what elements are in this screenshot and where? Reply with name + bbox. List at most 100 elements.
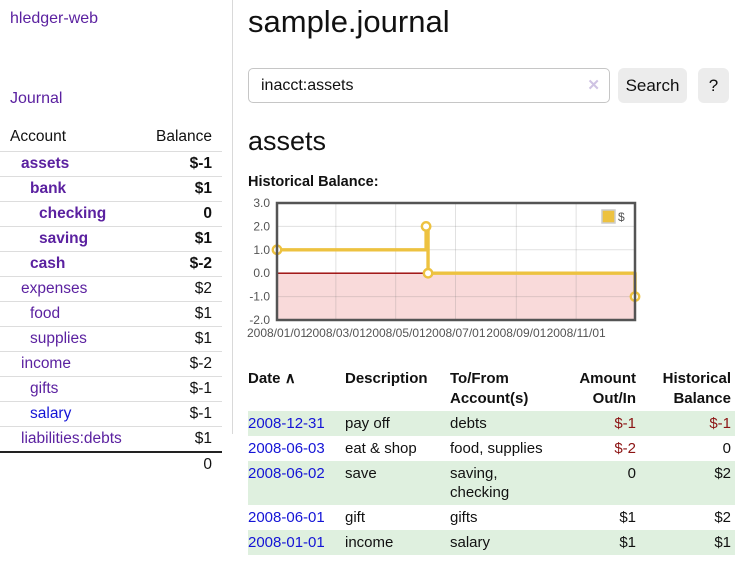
account-row: gifts $-1 bbox=[0, 376, 222, 402]
total-row: 0 bbox=[0, 451, 222, 477]
account-link-assets[interactable]: assets bbox=[21, 155, 70, 172]
transaction-amount: $1 bbox=[619, 534, 636, 551]
transaction-balance: $2 bbox=[714, 465, 731, 482]
transaction-accounts: debts bbox=[450, 415, 487, 432]
svg-text:1.0: 1.0 bbox=[253, 243, 270, 257]
account-link-bank[interactable]: bank bbox=[30, 180, 67, 197]
account-link-gifts[interactable]: gifts bbox=[30, 380, 59, 397]
register-row: 2008-06-03 eat & shop food, supplies $-2 0 bbox=[248, 436, 735, 461]
description-column-header: Description bbox=[345, 370, 428, 387]
transaction-date-link[interactable]: 2008-06-02 bbox=[248, 465, 325, 482]
total-balance: 0 bbox=[136, 451, 222, 477]
account-balance: $-1 bbox=[136, 151, 222, 177]
transaction-date-link[interactable]: 2008-06-03 bbox=[248, 440, 325, 457]
transaction-description: gift bbox=[345, 509, 366, 526]
account-row: assets $-1 bbox=[0, 151, 222, 177]
register-row: 2008-06-01 gift gifts $1 $2 bbox=[248, 505, 735, 530]
account-row: checking 0 bbox=[0, 201, 222, 227]
account-link-food[interactable]: food bbox=[30, 305, 61, 322]
account-row: saving $1 bbox=[0, 226, 222, 252]
svg-text:3.0: 3.0 bbox=[253, 197, 270, 210]
transaction-accounts: gifts bbox=[450, 509, 478, 526]
help-button[interactable]: ? bbox=[698, 68, 729, 103]
accounts-tbody: assets $-1 bank $1 checking 0 saving $1 cash $-2 e… bbox=[0, 151, 222, 452]
transaction-date-link[interactable]: 2008-12-31 bbox=[248, 415, 325, 432]
account-column-header: Account bbox=[10, 128, 67, 145]
svg-text:2.0: 2.0 bbox=[253, 219, 270, 233]
transaction-accounts: saving, checking bbox=[450, 465, 510, 501]
transaction-amount: $1 bbox=[619, 509, 636, 526]
chart-wrap: 3.0 2.0 1.0 0.0 -1.0 -2.0 2008/01/01 2008/03/01… bbox=[244, 196, 742, 350]
search-row: ✕ Search ? bbox=[248, 68, 742, 103]
app-brand-link[interactable]: hledger-web bbox=[10, 10, 99, 27]
register-row: 2008-06-02 save saving, checking 0 $2 bbox=[248, 461, 735, 505]
svg-text:2008/11/01: 2008/11/01 bbox=[547, 326, 606, 340]
account-balance: $-2 bbox=[136, 251, 222, 277]
transaction-balance: $2 bbox=[714, 509, 731, 526]
search-box: ✕ bbox=[248, 68, 610, 103]
register-tbody: 2008-12-31 pay off debts $-1 $-1 2008-06-03 ea… bbox=[248, 411, 735, 555]
page-title: sample.journal bbox=[248, 4, 450, 39]
svg-text:2008/05/01: 2008/05/01 bbox=[366, 326, 426, 340]
transaction-amount: 0 bbox=[627, 465, 636, 482]
sort-ascending-icon: ∧ bbox=[284, 370, 296, 387]
account-link-supplies[interactable]: supplies bbox=[30, 330, 87, 347]
transaction-amount: $-2 bbox=[614, 440, 636, 457]
transaction-description: pay off bbox=[345, 415, 390, 432]
account-row: income $-2 bbox=[0, 351, 222, 377]
account-balance: $1 bbox=[136, 176, 222, 202]
account-link-income[interactable]: income bbox=[21, 355, 71, 372]
transaction-date-link[interactable]: 2008-06-01 bbox=[248, 509, 325, 526]
historical-balance-chart: 3.0 2.0 1.0 0.0 -1.0 -2.02008/01/012008/03/01… bbox=[247, 196, 641, 340]
account-balance: $-2 bbox=[136, 351, 222, 377]
account-row: liabilities:debts $1 bbox=[0, 426, 222, 452]
account-balance: $2 bbox=[136, 276, 222, 302]
account-balance: $1 bbox=[136, 301, 222, 327]
transaction-balance: 0 bbox=[722, 440, 731, 457]
svg-text:2008/07/01: 2008/07/01 bbox=[425, 326, 485, 340]
balance-column-header2: Historical Balance bbox=[662, 370, 731, 407]
transaction-accounts: food, supplies bbox=[450, 440, 543, 457]
account-link-liabilities-debts[interactable]: liabilities:debts bbox=[21, 430, 122, 447]
register-table: Date ∧ Description To/From Account(s) Am… bbox=[248, 367, 735, 555]
sidebar-item-journal[interactable]: Journal bbox=[10, 90, 63, 107]
transaction-balance: $1 bbox=[714, 534, 731, 551]
account-row: food $1 bbox=[0, 301, 222, 327]
account-link-expenses[interactable]: expenses bbox=[21, 280, 88, 297]
account-link-saving[interactable]: saving bbox=[39, 230, 89, 247]
account-balance: $-1 bbox=[136, 401, 222, 427]
svg-text:0.0: 0.0 bbox=[253, 266, 270, 280]
register-row: 2008-12-31 pay off debts $-1 $-1 bbox=[248, 411, 735, 436]
transaction-date-link[interactable]: 2008-01-01 bbox=[248, 534, 325, 551]
search-button[interactable]: Search bbox=[618, 68, 687, 103]
account-link-salary[interactable]: salary bbox=[30, 405, 72, 422]
account-row: salary $-1 bbox=[0, 401, 222, 427]
account-row: cash $-2 bbox=[0, 251, 222, 277]
chart-title: Historical Balance: bbox=[248, 174, 379, 190]
svg-text:2008/09/01: 2008/09/01 bbox=[486, 326, 546, 340]
account-balance: $-1 bbox=[136, 376, 222, 402]
clear-search-icon[interactable]: ✕ bbox=[587, 77, 600, 94]
sidebar-divider bbox=[232, 0, 233, 434]
account-row: expenses $2 bbox=[0, 276, 222, 302]
account-balance: $1 bbox=[136, 326, 222, 352]
account-title: assets bbox=[248, 126, 327, 156]
transaction-amount: $-1 bbox=[614, 415, 636, 432]
transaction-accounts: salary bbox=[450, 534, 491, 551]
transaction-balance: $-1 bbox=[709, 415, 731, 432]
transaction-description: save bbox=[345, 465, 377, 482]
balance-column-header: Balance bbox=[155, 128, 212, 145]
date-column-header[interactable]: Date ∧ bbox=[248, 370, 296, 387]
svg-text:2008/01/01: 2008/01/01 bbox=[247, 326, 307, 340]
svg-text:$: $ bbox=[618, 210, 625, 224]
account-link-checking[interactable]: checking bbox=[39, 205, 107, 222]
accounts-balance-table: Account Balance assets $-1 bank $1 checking 0… bbox=[0, 124, 222, 477]
account-link-cash[interactable]: cash bbox=[30, 255, 66, 272]
main-content: sample.journal ✕ Search ? assets Histori… bbox=[233, 0, 742, 555]
account-balance: $1 bbox=[136, 426, 222, 452]
transaction-description: income bbox=[345, 534, 394, 551]
account-balance: 0 bbox=[136, 201, 222, 227]
total-label bbox=[0, 451, 137, 477]
search-input[interactable] bbox=[248, 68, 610, 103]
svg-text:2008/03/01: 2008/03/01 bbox=[306, 326, 366, 340]
